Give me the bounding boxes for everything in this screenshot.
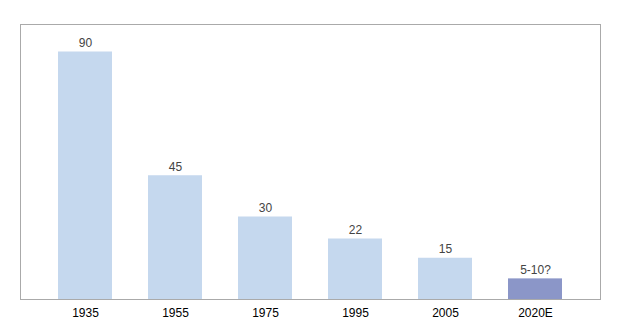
svg-text:1955: 1955	[162, 306, 189, 320]
svg-text:1975: 1975	[252, 306, 279, 320]
svg-text:45: 45	[169, 160, 183, 174]
svg-text:22: 22	[349, 223, 363, 237]
svg-text:30: 30	[259, 201, 273, 215]
svg-text:1995: 1995	[342, 306, 369, 320]
svg-text:2020E: 2020E	[518, 306, 553, 320]
svg-text:15: 15	[439, 242, 453, 256]
svg-text:90: 90	[79, 36, 93, 50]
svg-text:5-10?: 5-10?	[520, 263, 551, 277]
svg-text:2005: 2005	[432, 306, 459, 320]
svg-text:1935: 1935	[72, 306, 99, 320]
